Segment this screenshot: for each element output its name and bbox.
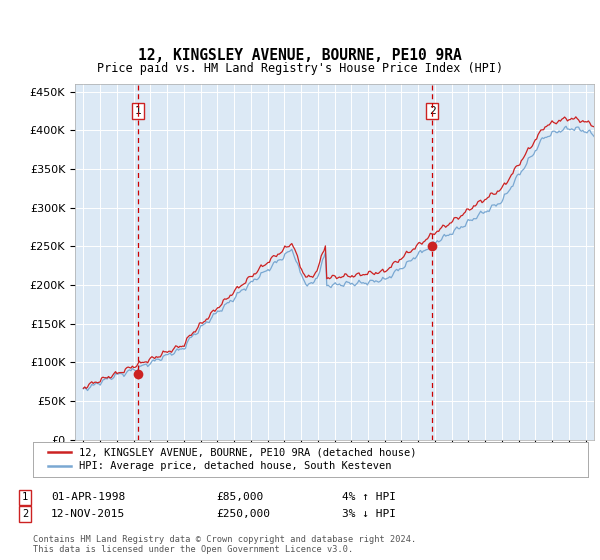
Text: £250,000: £250,000: [216, 509, 270, 519]
Text: 4% ↑ HPI: 4% ↑ HPI: [342, 492, 396, 502]
Text: Price paid vs. HM Land Registry's House Price Index (HPI): Price paid vs. HM Land Registry's House …: [97, 62, 503, 75]
Text: 1: 1: [22, 492, 28, 502]
Text: 1: 1: [134, 106, 141, 116]
Text: £85,000: £85,000: [216, 492, 263, 502]
Text: 01-APR-1998: 01-APR-1998: [51, 492, 125, 502]
Text: Contains HM Land Registry data © Crown copyright and database right 2024.
This d: Contains HM Land Registry data © Crown c…: [33, 535, 416, 554]
Text: 12, KINGSLEY AVENUE, BOURNE, PE10 9RA: 12, KINGSLEY AVENUE, BOURNE, PE10 9RA: [138, 49, 462, 63]
Legend: 12, KINGSLEY AVENUE, BOURNE, PE10 9RA (detached house), HPI: Average price, deta: 12, KINGSLEY AVENUE, BOURNE, PE10 9RA (d…: [44, 444, 421, 475]
Text: 3% ↓ HPI: 3% ↓ HPI: [342, 509, 396, 519]
Text: 2: 2: [429, 106, 436, 116]
Text: 2: 2: [22, 509, 28, 519]
Text: 12-NOV-2015: 12-NOV-2015: [51, 509, 125, 519]
